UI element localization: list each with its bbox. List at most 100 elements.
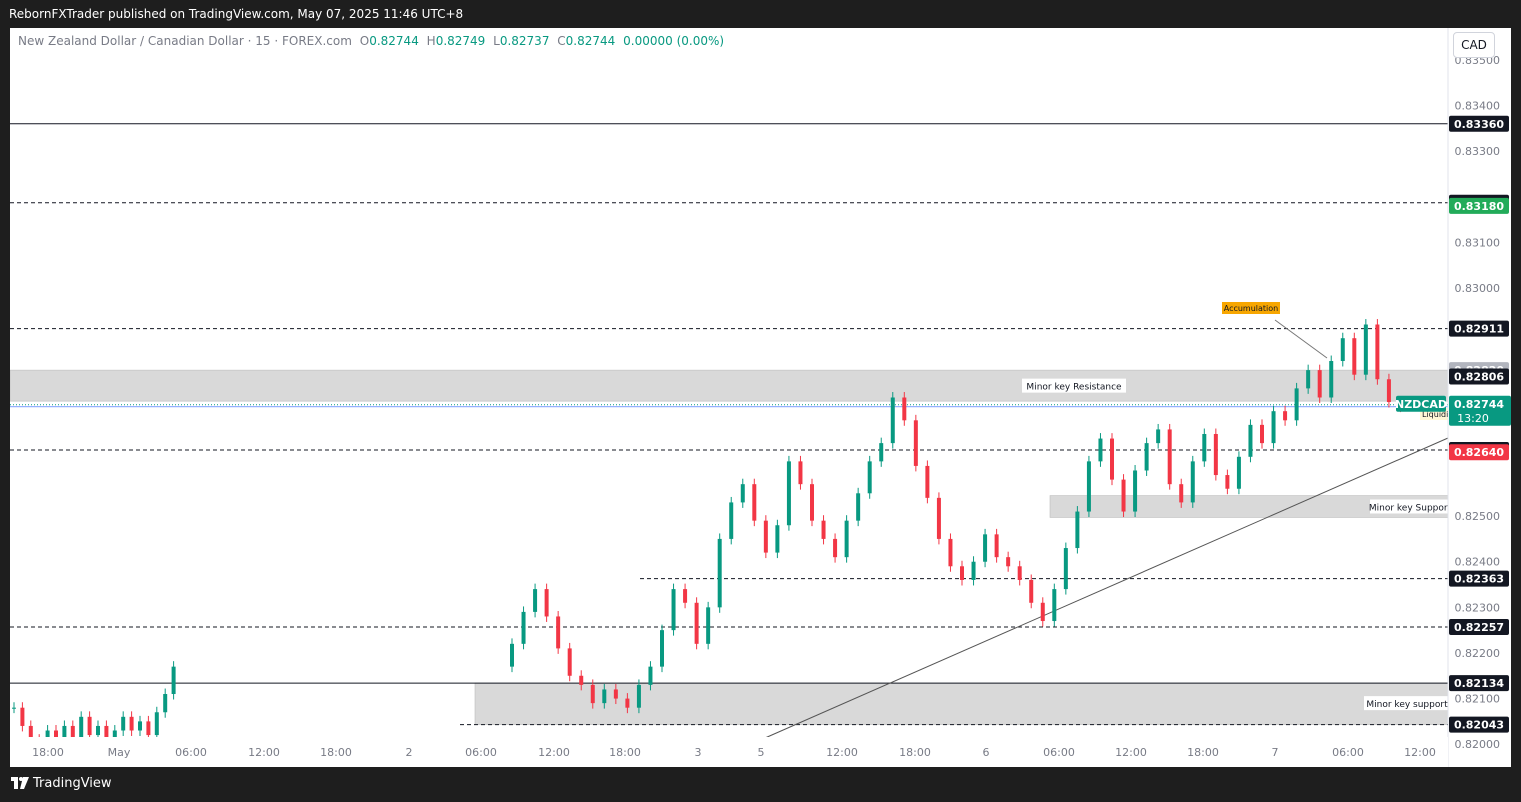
current-price-label: 0.82744 xyxy=(1454,398,1504,411)
candle-body xyxy=(1063,548,1068,590)
candle-body xyxy=(960,566,964,580)
price-label: 0.82134 xyxy=(1454,677,1504,690)
zone-label-bg xyxy=(1370,499,1450,514)
change-value: 0.00000 (0.00%) xyxy=(623,34,725,48)
candle-body xyxy=(567,648,572,676)
price-label-bg xyxy=(1449,618,1509,635)
current-price-bg xyxy=(1449,395,1511,426)
candle-body xyxy=(121,716,126,731)
symbol-tag: NZDCAD xyxy=(1395,398,1447,411)
price-label: 0.83360 xyxy=(1454,118,1504,131)
candle-body xyxy=(810,484,814,521)
zone-label-bg xyxy=(1022,378,1126,393)
candle-body xyxy=(1329,361,1334,398)
candle-body xyxy=(1075,511,1080,549)
candle-body xyxy=(1260,424,1264,444)
candle-body xyxy=(821,520,826,539)
time-tick-label: 06:00 xyxy=(175,746,207,759)
candle-body xyxy=(138,721,142,731)
time-tick-label: 18:00 xyxy=(320,746,352,759)
time-tick-label: 7 xyxy=(1272,746,1279,759)
chart-area[interactable]: Minor key Resistance Minor key Support Min… xyxy=(10,28,1511,767)
price-tick-label: 0.82000 xyxy=(1455,738,1501,751)
candle-body xyxy=(683,589,688,603)
candle-body xyxy=(994,534,999,558)
candle-body xyxy=(1167,429,1172,485)
price-label-bg xyxy=(1449,115,1509,132)
open-value: 0.82744 xyxy=(369,34,419,48)
candle-body xyxy=(112,730,117,740)
candle-body xyxy=(948,538,953,567)
candle-body xyxy=(1006,557,1011,567)
candle-body xyxy=(1156,429,1161,444)
candle-body xyxy=(1375,324,1380,380)
time-tick-label: May xyxy=(108,746,131,759)
time-axis[interactable] xyxy=(10,737,1448,767)
price-label-bg xyxy=(1449,675,1509,692)
price-tick-label: 0.82500 xyxy=(1455,510,1501,523)
accumulation-tag-bg xyxy=(1222,302,1280,314)
candle-body xyxy=(844,520,849,558)
candle-body xyxy=(1363,324,1368,375)
price-chart[interactable]: Minor key Resistance Minor key Support Min… xyxy=(10,28,1511,767)
price-tick-label: 0.82300 xyxy=(1455,601,1501,614)
candle-body xyxy=(971,561,976,580)
candle-body xyxy=(717,538,722,608)
candle-body xyxy=(936,497,941,539)
zone-label-bg xyxy=(1364,696,1450,711)
candle-body xyxy=(786,461,791,526)
candle-body xyxy=(902,397,907,421)
candle-body xyxy=(1225,475,1230,489)
candle-body xyxy=(510,643,514,667)
time-tick-label: 6 xyxy=(983,746,990,759)
price-tick-label: 0.82100 xyxy=(1455,693,1501,706)
candle-body xyxy=(1086,461,1091,512)
price-label-bg xyxy=(1449,197,1509,214)
candle-body xyxy=(648,666,653,685)
price-label: 0.82806 xyxy=(1454,371,1504,384)
trend-line xyxy=(764,437,1449,739)
candle-body xyxy=(154,712,159,736)
currency-button[interactable]: CAD xyxy=(1453,32,1495,58)
price-tick-label: 0.82400 xyxy=(1455,556,1501,569)
candle-body xyxy=(556,616,561,649)
candle-body xyxy=(1098,438,1103,462)
accumulation-label: Accumulation xyxy=(1224,304,1279,313)
time-tick-label: 12:00 xyxy=(1404,746,1436,759)
close-label: C xyxy=(557,34,566,48)
price-label-bg xyxy=(1449,320,1509,337)
candle-body xyxy=(763,520,768,553)
price-label: 0.82363 xyxy=(1454,573,1504,586)
countdown-label: 13:20 xyxy=(1457,412,1489,425)
footer-brand: TradingView xyxy=(33,776,112,791)
candle-body xyxy=(1236,456,1241,489)
symbol-legend: New Zealand Dollar / Canadian Dollar · 1… xyxy=(18,34,724,48)
time-tick-label: 06:00 xyxy=(465,746,497,759)
candle-body xyxy=(1340,338,1345,362)
price-tick-label: 0.83000 xyxy=(1455,282,1501,295)
candle-body xyxy=(1202,433,1207,462)
open-label: O xyxy=(359,34,370,48)
candle-body xyxy=(913,420,918,466)
candle-body xyxy=(1133,470,1138,512)
low-label: L xyxy=(493,34,500,48)
time-tick-label: 18:00 xyxy=(609,746,641,759)
time-tick-label: 12:00 xyxy=(1115,746,1147,759)
candle-body xyxy=(96,725,100,736)
time-tick-label: 12:00 xyxy=(538,746,570,759)
candle-body xyxy=(856,493,861,521)
accumulation-arrow xyxy=(1274,319,1328,359)
symbol-tag-bg xyxy=(1396,395,1446,412)
high-label: H xyxy=(426,34,436,48)
candle-body xyxy=(660,630,664,667)
candle-body xyxy=(740,484,745,503)
symbol-description: New Zealand Dollar / Canadian Dollar · 1… xyxy=(18,34,352,48)
time-tick-label: 12:00 xyxy=(826,746,858,759)
candle-body xyxy=(533,589,538,612)
time-tick-label: 3 xyxy=(695,746,702,759)
price-label: 0.82257 xyxy=(1454,621,1504,634)
candle-body xyxy=(104,725,109,740)
price-label-bg xyxy=(1449,444,1509,461)
candle-body xyxy=(1110,438,1114,480)
time-tick-label: 18:00 xyxy=(1187,746,1219,759)
